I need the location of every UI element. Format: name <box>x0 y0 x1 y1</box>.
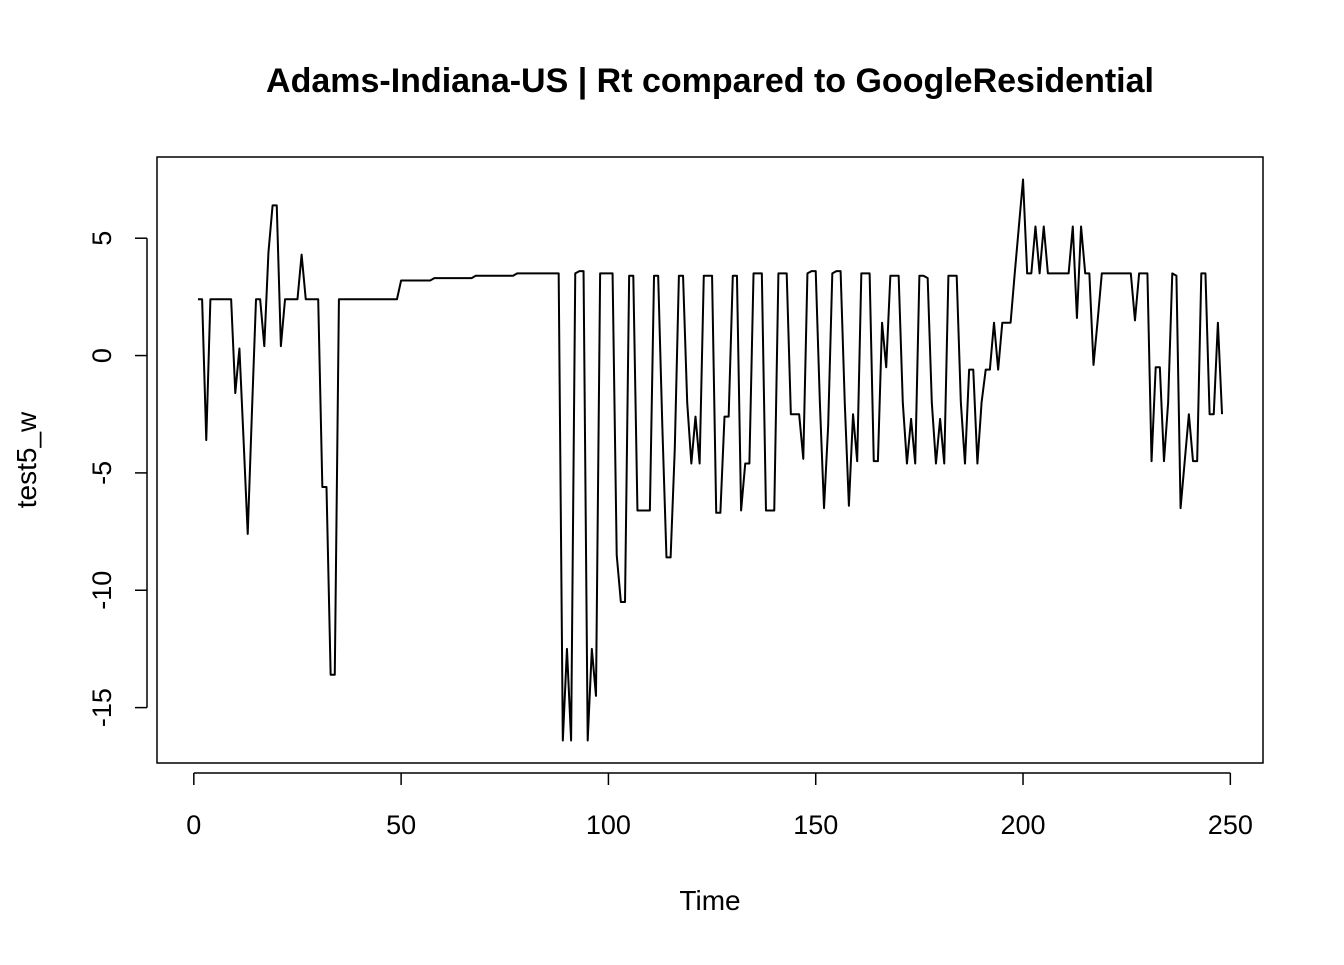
series-line <box>197 178 1224 742</box>
y-tick-label: 5 <box>87 231 117 246</box>
y-axis-label: test5_w <box>11 411 42 508</box>
x-tick-label: 250 <box>1208 810 1253 840</box>
x-tick-label: 150 <box>793 810 838 840</box>
y-tick-label: -10 <box>87 571 117 610</box>
x-axis-label: Time <box>679 885 740 916</box>
x-tick-label: 50 <box>386 810 416 840</box>
x-tick-label: 100 <box>586 810 631 840</box>
y-tick-label: 0 <box>87 348 117 363</box>
y-tick-label: -5 <box>87 461 117 485</box>
plot-box <box>156 156 1264 764</box>
x-tick-label: 200 <box>1000 810 1045 840</box>
y-tick-label: -15 <box>87 688 117 727</box>
chart-title: Adams-Indiana-US | Rt compared to Google… <box>266 62 1154 100</box>
x-tick-label: 0 <box>186 810 201 840</box>
